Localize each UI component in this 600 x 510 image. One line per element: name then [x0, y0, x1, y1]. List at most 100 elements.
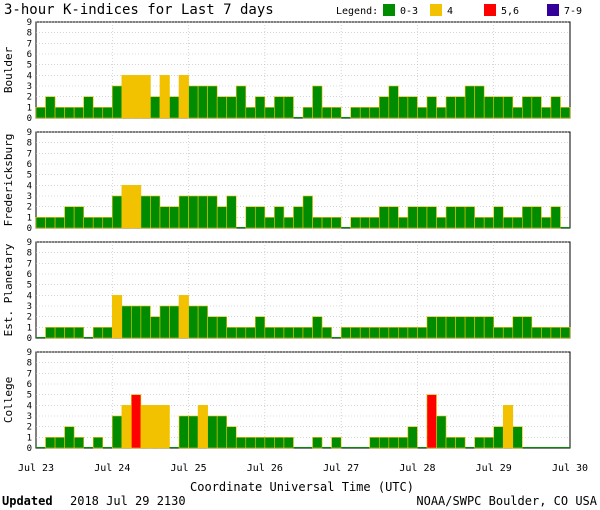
bar	[493, 426, 504, 449]
legend-text-2: 5,6	[501, 6, 519, 17]
bar	[541, 447, 551, 448]
bar	[283, 437, 294, 449]
y-tick-label: 5	[27, 171, 32, 181]
bar	[417, 447, 427, 448]
y-tick-label: 3	[27, 192, 32, 202]
y-tick-label: 3	[27, 302, 32, 312]
bar	[255, 206, 266, 229]
bar	[321, 327, 332, 339]
bar	[541, 327, 552, 339]
panel-label: Est. Planetary	[2, 243, 15, 336]
bar	[388, 206, 399, 229]
bar	[550, 327, 561, 339]
bar	[159, 305, 170, 339]
bar	[502, 327, 514, 339]
chart-title: 3-hour K-indices for Last 7 days	[4, 2, 274, 18]
bar	[73, 437, 84, 449]
bar	[207, 195, 218, 229]
bar	[216, 206, 228, 229]
bar	[341, 227, 351, 228]
bar	[169, 206, 180, 229]
bar	[150, 316, 161, 339]
bar	[102, 327, 113, 339]
x-tick-label: Jul 24	[94, 463, 130, 474]
bar	[560, 107, 571, 119]
y-tick-label: 1	[27, 433, 32, 443]
bar	[178, 295, 189, 339]
bar	[522, 316, 533, 339]
bar	[550, 447, 561, 448]
bar	[331, 107, 342, 119]
y-tick-label: 4	[27, 71, 32, 81]
bar	[169, 447, 180, 448]
bar	[197, 85, 208, 119]
y-tick-label: 0	[27, 334, 32, 344]
x-axis-label: Coordinate Universal Time (UTC)	[190, 480, 414, 494]
bar	[264, 437, 275, 449]
bar	[274, 437, 285, 449]
bar	[398, 327, 409, 339]
bar	[264, 107, 275, 119]
bar	[159, 206, 170, 229]
x-tick-label: Jul 28	[399, 463, 435, 474]
y-tick-label: 6	[27, 270, 32, 280]
bar	[64, 327, 75, 339]
bar	[111, 295, 123, 339]
chart-panels: 0123456789Boulder0123456789Fredericksbur…	[2, 18, 571, 454]
bar	[445, 206, 456, 229]
bar	[550, 206, 561, 229]
bar	[226, 426, 237, 449]
bar	[92, 107, 104, 119]
bar	[359, 217, 371, 229]
bar	[560, 447, 570, 448]
bar	[302, 107, 313, 119]
panel-label: Boulder	[2, 46, 15, 93]
bar	[321, 107, 332, 119]
legend-text-0: 0-3	[400, 6, 418, 17]
x-axis-tick-labels: Jul 23 Jul 24 Jul 25 Jul 26 Jul 27 Jul 28 Jul …	[18, 463, 588, 474]
bar	[169, 96, 180, 119]
bar	[178, 75, 189, 119]
bar	[283, 327, 294, 339]
bar	[54, 107, 65, 119]
x-tick-label: Jul 29	[476, 463, 512, 474]
bar	[131, 75, 142, 119]
bar	[464, 316, 475, 339]
bar	[140, 405, 151, 449]
y-tick-label: 7	[27, 259, 32, 269]
bar	[293, 327, 304, 339]
bar	[73, 327, 84, 339]
y-tick-label: 9	[27, 18, 32, 28]
bar	[36, 337, 46, 338]
bar	[207, 316, 218, 339]
bar	[378, 437, 390, 449]
bar	[312, 316, 323, 339]
bar	[331, 337, 342, 338]
bar	[73, 107, 84, 119]
bar	[350, 327, 361, 339]
bar	[541, 107, 552, 119]
bar	[54, 217, 65, 229]
bar	[369, 107, 380, 119]
y-tick-label: 0	[27, 114, 32, 124]
bar	[150, 195, 161, 229]
bar	[464, 85, 475, 119]
updated-value: 2018 Jul 29 2130	[70, 494, 186, 508]
bar	[102, 217, 113, 229]
bar	[302, 327, 313, 339]
bar	[560, 327, 571, 339]
bar	[255, 96, 266, 119]
bar	[445, 437, 456, 449]
bar	[388, 437, 399, 449]
bar	[531, 447, 542, 448]
bar	[398, 96, 409, 119]
bar	[293, 447, 303, 448]
bar	[207, 415, 218, 449]
bar	[502, 217, 514, 229]
bar	[178, 195, 189, 229]
bar	[407, 96, 418, 119]
bar	[36, 447, 46, 448]
bar	[369, 437, 380, 449]
y-tick-label: 6	[27, 50, 32, 60]
